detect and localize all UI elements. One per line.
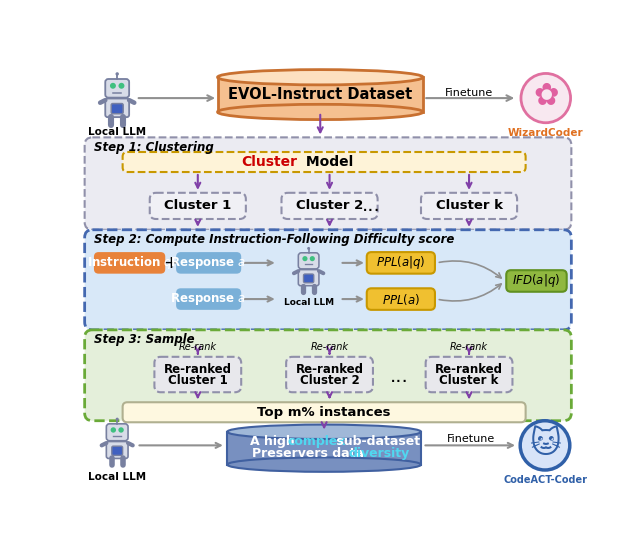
Text: Cluster: Cluster [241,155,297,169]
FancyBboxPatch shape [105,99,129,117]
FancyBboxPatch shape [367,252,435,273]
FancyBboxPatch shape [106,424,128,441]
Circle shape [521,73,571,123]
Circle shape [310,256,315,261]
Circle shape [115,72,119,76]
FancyBboxPatch shape [154,357,241,392]
Circle shape [116,418,119,421]
Text: Preservers data: Preservers data [252,447,369,460]
Text: Re-rank: Re-rank [179,342,217,352]
Text: Local LLM: Local LLM [88,471,147,482]
Ellipse shape [218,70,423,85]
Text: CodeACT-Coder: CodeACT-Coder [503,475,587,484]
Circle shape [118,83,124,89]
Text: $IFD(a|q)$: $IFD(a|q)$ [513,272,561,289]
Circle shape [118,427,124,433]
Text: Model: Model [301,155,353,169]
Text: Response $a$: Response $a$ [170,255,247,271]
Text: 🐱: 🐱 [529,429,561,459]
Text: Cluster k: Cluster k [436,199,502,213]
Circle shape [110,83,116,89]
FancyBboxPatch shape [150,193,246,219]
Text: Finetune: Finetune [445,88,493,98]
Circle shape [307,247,310,250]
FancyBboxPatch shape [94,252,165,273]
FancyBboxPatch shape [176,252,241,273]
Text: Cluster 2: Cluster 2 [300,374,360,387]
FancyBboxPatch shape [84,330,572,421]
Bar [227,432,421,465]
Text: $PPL(a|q)$: $PPL(a|q)$ [376,254,426,271]
Text: complex: complex [288,435,346,448]
Circle shape [520,421,570,470]
FancyBboxPatch shape [282,193,378,219]
Text: Local LLM: Local LLM [88,127,147,138]
FancyBboxPatch shape [298,253,319,269]
Text: Cluster 2: Cluster 2 [296,199,363,213]
FancyBboxPatch shape [84,230,572,330]
Text: Step 3: Sample: Step 3: Sample [94,333,195,346]
Circle shape [111,427,116,433]
Text: Re-rank: Re-rank [310,342,349,352]
Text: Cluster k: Cluster k [440,374,499,387]
FancyBboxPatch shape [111,104,123,114]
Text: WizardCoder: WizardCoder [508,128,584,138]
FancyBboxPatch shape [421,193,517,219]
Text: $PPL(a)$: $PPL(a)$ [382,292,420,306]
Text: Cluster 1: Cluster 1 [164,199,232,213]
FancyBboxPatch shape [298,270,319,286]
Ellipse shape [218,104,423,119]
Text: Cluster 1: Cluster 1 [168,374,228,387]
Circle shape [302,256,308,261]
Ellipse shape [227,425,421,439]
FancyBboxPatch shape [105,79,129,98]
Text: diversity: diversity [349,447,410,460]
Text: Step 1: Clustering: Step 1: Clustering [94,141,214,154]
Text: Top m% instances: Top m% instances [257,406,391,419]
Ellipse shape [227,458,421,472]
Text: ...: ... [362,196,381,215]
FancyBboxPatch shape [106,442,128,459]
Text: Response $a$: Response $a$ [170,291,247,307]
Text: Re-rank: Re-rank [450,342,488,352]
Text: Re-ranked: Re-ranked [164,363,232,376]
Bar [218,77,423,112]
Text: Local LLM: Local LLM [284,298,333,307]
FancyBboxPatch shape [367,288,435,310]
Text: ✿: ✿ [533,82,559,111]
FancyBboxPatch shape [176,288,241,310]
FancyBboxPatch shape [123,402,525,423]
FancyBboxPatch shape [286,357,373,392]
Text: Step 2: Compute Instruction-Following Difficulty score: Step 2: Compute Instruction-Following Di… [94,233,454,246]
Text: Instruction $q$: Instruction $q$ [87,254,172,271]
Text: Re-ranked: Re-ranked [296,363,364,376]
FancyBboxPatch shape [84,138,572,230]
Text: Finetune: Finetune [447,434,495,444]
Text: Re-ranked: Re-ranked [435,363,503,376]
FancyBboxPatch shape [112,446,123,455]
Text: sub-dataset: sub-dataset [332,435,420,448]
FancyBboxPatch shape [303,274,314,283]
Text: A high: A high [250,435,300,448]
FancyBboxPatch shape [506,270,566,292]
Text: EVOL-Instruct Dataset: EVOL-Instruct Dataset [228,87,412,102]
FancyBboxPatch shape [426,357,513,392]
Text: +: + [163,254,178,272]
FancyBboxPatch shape [123,152,525,172]
Text: ...: ... [390,367,409,386]
